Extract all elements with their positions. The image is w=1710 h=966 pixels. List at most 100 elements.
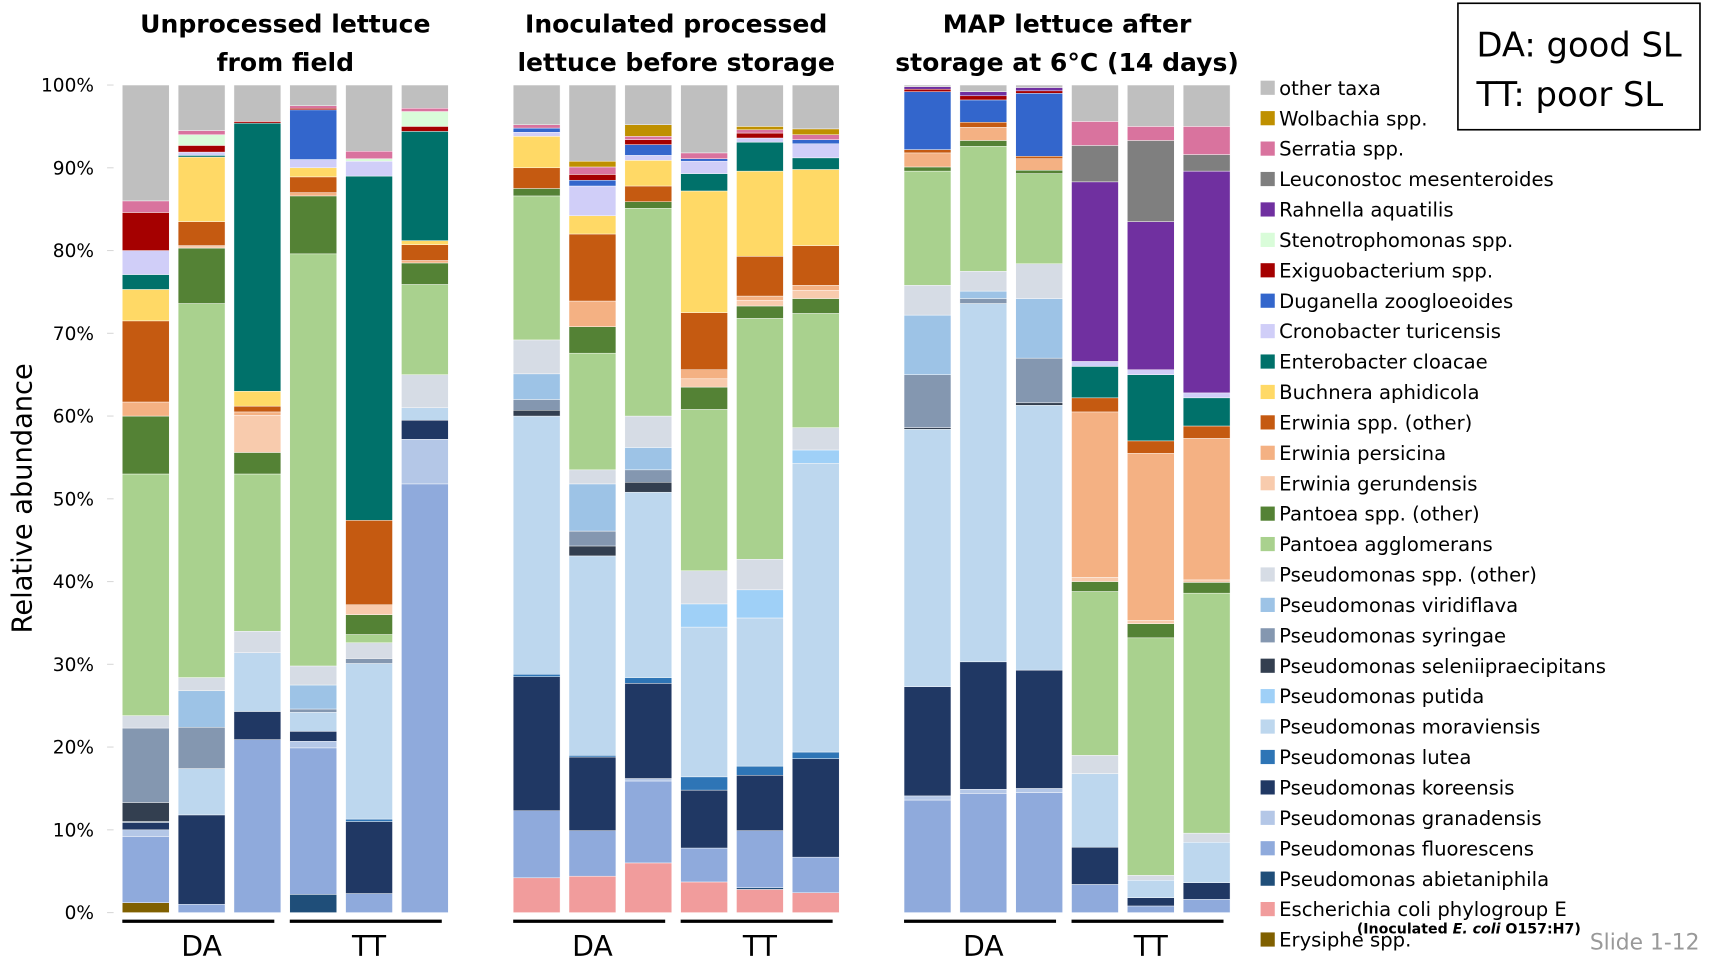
bar-segment bbox=[512, 188, 561, 197]
bar-segment bbox=[680, 570, 728, 605]
bar-segment bbox=[345, 821, 393, 894]
bar-segment bbox=[568, 755, 617, 758]
annotation: (Inoculated E. coli O157:H7) bbox=[1357, 921, 1581, 937]
bar-segment bbox=[736, 129, 784, 134]
bar-segment bbox=[177, 245, 226, 249]
group-label: TT bbox=[351, 930, 387, 963]
bar-segment bbox=[1182, 126, 1231, 155]
bar-segment bbox=[1127, 140, 1175, 222]
bar-segment bbox=[903, 166, 952, 172]
bar-segment bbox=[177, 151, 226, 156]
bar-segment bbox=[736, 299, 784, 307]
bar-segment bbox=[177, 768, 226, 816]
bar-segment bbox=[903, 427, 952, 430]
bar-segment bbox=[792, 143, 840, 159]
bar-segment bbox=[1015, 93, 1063, 157]
bar-segment bbox=[289, 84, 337, 106]
bar-segment bbox=[177, 221, 226, 246]
legend-label: Pseudomonas abietaniphila bbox=[1279, 868, 1549, 891]
bar-segment bbox=[792, 313, 840, 428]
legend-swatch bbox=[1260, 111, 1275, 126]
legend-swatch bbox=[1260, 536, 1275, 552]
bar-segment bbox=[568, 326, 617, 354]
bar-segment bbox=[624, 139, 672, 145]
bar-segment bbox=[401, 407, 449, 421]
bar-segment bbox=[568, 352, 617, 471]
bar-segment bbox=[568, 160, 617, 168]
bar-segment bbox=[792, 449, 840, 464]
bar-segment bbox=[680, 158, 728, 162]
legend-swatch bbox=[1260, 171, 1275, 187]
bar-segment bbox=[1071, 773, 1119, 848]
bar-segment bbox=[512, 84, 561, 125]
bar-segment bbox=[345, 893, 393, 913]
bar-segment bbox=[624, 124, 672, 137]
bar-segment bbox=[401, 439, 449, 485]
legend-label: Pseudomonas viridiflava bbox=[1279, 594, 1518, 617]
bar-segment bbox=[289, 253, 337, 667]
bar-segment bbox=[736, 137, 784, 143]
legend-swatch bbox=[1260, 810, 1275, 825]
bar-segment bbox=[1015, 90, 1063, 94]
bar-segment bbox=[1182, 582, 1231, 594]
bar-segment bbox=[792, 285, 840, 291]
bar-segment bbox=[624, 201, 672, 209]
bar-segment bbox=[624, 677, 672, 684]
bar-segment bbox=[122, 829, 170, 837]
bar-segment bbox=[289, 107, 337, 111]
bar-segment bbox=[568, 555, 617, 756]
bar-segment bbox=[792, 463, 840, 753]
legend-label: Pantoea spp. (other) bbox=[1279, 503, 1480, 526]
legend-swatch bbox=[1260, 658, 1275, 673]
bar-segment bbox=[233, 405, 282, 413]
bar-segment bbox=[289, 894, 337, 913]
bar-segment bbox=[401, 260, 449, 264]
y-tick-label: 90% bbox=[53, 158, 94, 179]
bar-segment bbox=[568, 215, 617, 235]
bar-segment bbox=[903, 170, 952, 286]
bar-segment bbox=[512, 810, 561, 879]
legend-label: Stenotrophomonas spp. bbox=[1279, 229, 1513, 252]
legend-label: Pseudomonas putida bbox=[1279, 685, 1484, 708]
bar-segment bbox=[233, 711, 282, 740]
annotation-part: (Inoculated bbox=[1357, 921, 1453, 937]
legend-label: Pseudomonas syringae bbox=[1279, 624, 1506, 647]
bar-segment bbox=[680, 386, 728, 410]
legend-label: Escherichia coli phylogroup E bbox=[1279, 898, 1567, 921]
bar-segment bbox=[903, 686, 952, 797]
bar-segment bbox=[1127, 374, 1175, 442]
bar-segment bbox=[177, 145, 226, 153]
legend-swatch bbox=[1260, 689, 1275, 704]
bar-segment bbox=[959, 84, 1007, 92]
bar-segment bbox=[792, 157, 840, 170]
bar-segment bbox=[345, 634, 393, 644]
legend-label: other taxa bbox=[1279, 77, 1381, 100]
annotation-part: O157:H7) bbox=[1500, 921, 1580, 937]
bar-segment bbox=[122, 902, 170, 913]
y-tick-label: 70% bbox=[53, 324, 94, 345]
bar-segment bbox=[122, 836, 170, 903]
group-label: DA bbox=[572, 930, 613, 963]
bar-segment bbox=[680, 603, 728, 628]
bar-segment bbox=[122, 415, 170, 475]
bar-segment bbox=[959, 99, 1007, 123]
bar-segment bbox=[1182, 438, 1231, 581]
bar-segment bbox=[512, 676, 561, 812]
bar-segment bbox=[959, 140, 1007, 147]
bar-segment bbox=[736, 305, 784, 319]
bar-segment bbox=[568, 875, 617, 913]
bar-segment bbox=[736, 132, 784, 139]
y-tick-label: 10% bbox=[53, 820, 94, 841]
y-tick-label: 100% bbox=[41, 76, 94, 97]
bar-segment bbox=[903, 429, 952, 687]
bar-segment bbox=[959, 661, 1007, 790]
bar-segment bbox=[289, 747, 337, 895]
note-line: DA: good SL bbox=[1476, 26, 1681, 65]
legend-swatch bbox=[1260, 141, 1275, 156]
legend-label: Exiguobacterium spp. bbox=[1279, 259, 1493, 282]
bar-segment bbox=[345, 520, 393, 605]
legend-label: Erwinia spp. (other) bbox=[1279, 411, 1472, 434]
bar-segment bbox=[680, 160, 728, 174]
bar-segment bbox=[624, 208, 672, 417]
